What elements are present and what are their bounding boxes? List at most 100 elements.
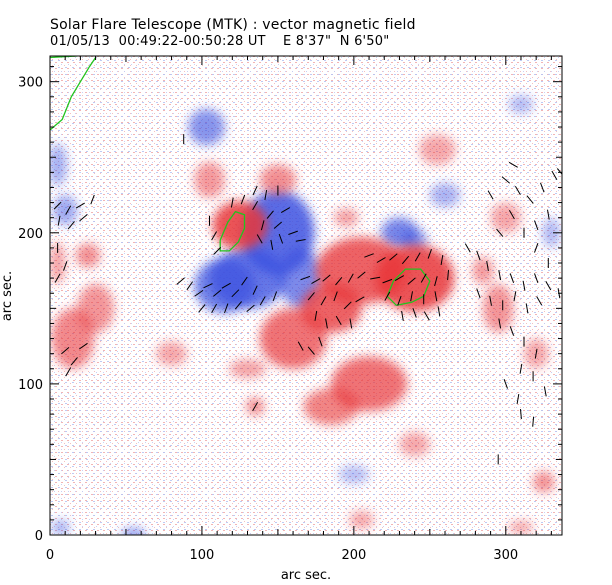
field-vector-44 (300, 275, 311, 281)
field-vector-96 (522, 280, 526, 291)
field-vector-21 (295, 239, 306, 242)
field-vector-95 (509, 273, 515, 283)
field-vector-90 (252, 401, 259, 412)
contour-2 (50, 57, 97, 131)
field-vector-127 (534, 243, 539, 253)
contour-0 (219, 210, 246, 252)
field-vector-33 (221, 282, 231, 289)
field-vector-18 (273, 221, 283, 229)
field-vector-124 (532, 416, 535, 427)
negative-region-10 (51, 519, 70, 535)
field-vector-100 (489, 295, 492, 306)
positive-region-25 (156, 341, 187, 366)
field-vector-2 (75, 202, 85, 209)
field-vector-29 (186, 281, 194, 291)
positive-region-21 (533, 471, 555, 493)
field-vector-93 (486, 261, 489, 272)
negative-region-14 (542, 217, 561, 248)
field-vector-50 (307, 292, 315, 301)
field-vector-55 (314, 310, 318, 321)
field-vector-15 (252, 201, 259, 211)
positive-region-14 (472, 256, 494, 285)
field-vector-35 (241, 276, 248, 286)
positive-region-11 (75, 243, 101, 268)
field-vector-5 (67, 221, 75, 230)
positive-region-8 (194, 161, 225, 199)
y-tick-label: 100 (18, 378, 43, 393)
field-vector-88 (65, 367, 72, 377)
x-tick-label: 300 (493, 548, 518, 563)
field-vector-11 (211, 231, 218, 241)
field-vector-22 (252, 185, 258, 196)
field-vector-80 (423, 311, 430, 321)
y-tick-label: 300 (18, 76, 43, 91)
field-vector-68 (394, 275, 405, 282)
field-vector-56 (325, 318, 328, 329)
field-vector-37 (198, 304, 206, 313)
positive-region-13 (482, 284, 514, 333)
negative-region-7 (50, 143, 67, 186)
field-vector-57 (335, 315, 342, 326)
field-vector-75 (410, 291, 413, 302)
field-vector-109 (501, 176, 510, 184)
field-vector-6 (79, 214, 88, 222)
field-vector-117 (508, 210, 515, 220)
field-vector-61 (389, 253, 398, 261)
field-vector-83 (307, 346, 315, 355)
field-vector-69 (407, 277, 416, 285)
field-vector-121 (543, 386, 547, 397)
field-vector-92 (476, 250, 481, 261)
field-vector-38 (211, 303, 218, 313)
field-vector-114 (547, 209, 550, 220)
negative-region-12 (429, 182, 461, 208)
field-vector-43 (272, 291, 278, 302)
chart-subtitle: 01/05/13 00:49:22-00:50:28 UT E 8'37" N … (50, 34, 390, 49)
field-vector-73 (384, 291, 391, 301)
field-vector-79 (412, 308, 417, 318)
vector-layer (53, 134, 562, 465)
field-vector-67 (382, 278, 393, 284)
y-tick-label: 200 (18, 227, 43, 242)
field-vector-74 (397, 295, 402, 306)
field-vector-87 (79, 342, 88, 350)
field-vector-39 (224, 303, 229, 314)
negative-region-8 (53, 195, 78, 226)
field-vector-98 (545, 281, 552, 291)
field-vector-25 (256, 234, 263, 244)
field-vector-111 (526, 195, 534, 204)
x-axis-label: arc sec. (281, 568, 331, 583)
field-vector-8 (63, 261, 68, 271)
field-vector-82 (297, 341, 304, 351)
field-vector-106 (509, 326, 515, 336)
field-vector-0 (53, 201, 62, 210)
contour-1 (386, 268, 431, 307)
field-vector-119 (519, 363, 523, 374)
field-vector-28 (176, 277, 185, 285)
field-vector-48 (347, 273, 354, 283)
field-vector-97 (534, 273, 539, 283)
negative-region-2 (194, 258, 256, 313)
field-vector-113 (551, 170, 558, 180)
field-vector-104 (536, 296, 543, 306)
field-vector-64 (427, 249, 432, 259)
field-vector-118 (496, 228, 504, 237)
field-vector-77 (434, 291, 438, 302)
field-vector-70 (420, 273, 427, 283)
field-vector-47 (335, 276, 343, 286)
x-axis: 0 100 200 300 (46, 56, 552, 563)
field-vector-58 (349, 318, 353, 329)
field-vector-72 (447, 270, 449, 281)
field-vector-45 (311, 278, 321, 285)
field-vector-65 (440, 255, 444, 265)
positive-region-19 (419, 134, 456, 165)
field-vector-94 (498, 270, 502, 281)
field-vector-85 (61, 347, 70, 355)
field-vector-46 (322, 274, 331, 282)
field-vector-1 (65, 205, 72, 215)
field-vector-49 (357, 271, 366, 279)
positive-region-7 (259, 164, 297, 196)
field-vector-36 (252, 285, 258, 295)
field-vector-71 (434, 276, 438, 287)
field-vector-81 (437, 306, 441, 317)
